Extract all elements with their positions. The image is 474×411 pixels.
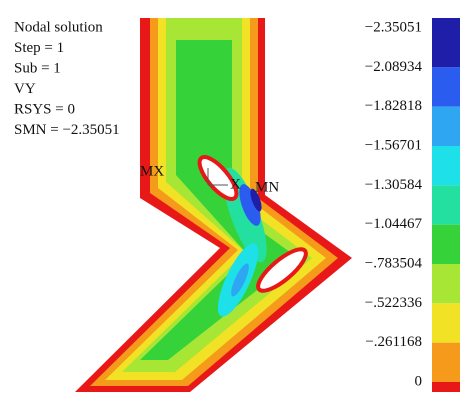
legend-swatch (432, 18, 460, 68)
legend-label: −1.30584 (365, 177, 423, 193)
info-line: Sub = 1 (14, 60, 61, 76)
legend-swatch (432, 185, 460, 225)
legend-label: −2.35051 (365, 19, 422, 35)
region-dark-blue (250, 188, 262, 212)
region-light-blue (231, 263, 249, 297)
legend-label: −.261168 (365, 334, 422, 350)
legend-swatch (432, 67, 460, 107)
legend-label: −1.82818 (365, 98, 422, 114)
region-blue (239, 184, 261, 226)
legend-swatch (432, 382, 460, 392)
legend-label: −2.08934 (365, 59, 423, 75)
info-line: RSYS = 0 (14, 101, 75, 117)
legend-label: −1.56701 (365, 137, 422, 153)
info-block: Nodal solution Step = 1 Sub = 1 VY RSYS = 0 S… (14, 19, 120, 138)
legend-swatch (432, 264, 460, 304)
legend-swatch (432, 146, 460, 186)
legend-swatch (432, 303, 460, 343)
legend-label: −.522336 (365, 295, 423, 311)
legend-swatch (432, 106, 460, 146)
legend-swatch (432, 224, 460, 264)
legend-label: −1.04467 (365, 216, 423, 232)
model (75, 18, 352, 392)
hole-upper (197, 155, 239, 201)
legend-label: 0 (415, 373, 423, 389)
info-line: Nodal solution (14, 19, 103, 35)
info-line: SMN = −2.35051 (14, 122, 120, 138)
legend-label: −.783504 (365, 255, 423, 271)
min-marker: MN (255, 179, 279, 195)
axis-label: X (230, 176, 241, 192)
info-line: Step = 1 (14, 40, 64, 56)
legend-swatch (432, 342, 460, 382)
hole-lower (256, 247, 308, 293)
max-marker: MX (140, 163, 164, 179)
legend: −2.35051 −2.08934 −1.82818 −1.56701 −1.30584… (365, 18, 460, 392)
info-line: VY (14, 81, 36, 97)
